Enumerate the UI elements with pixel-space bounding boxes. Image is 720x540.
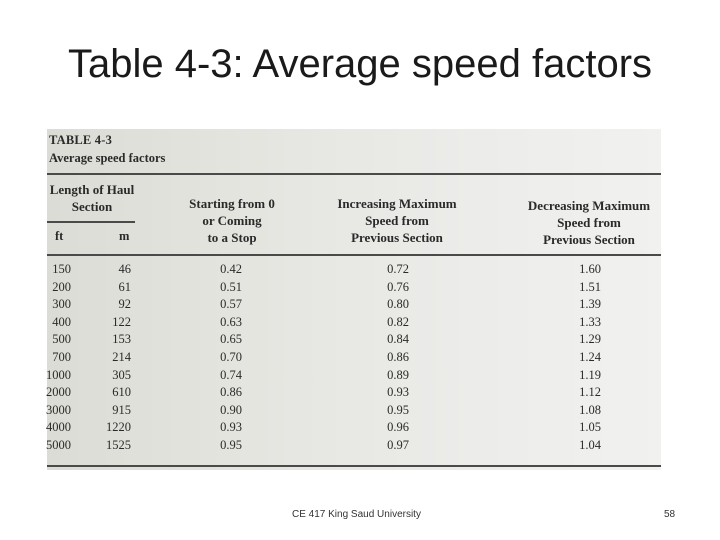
cell-m: 1525 bbox=[106, 438, 131, 452]
header-m: m bbox=[119, 229, 130, 243]
bottom-rule bbox=[47, 465, 661, 467]
cell-ft: 700 bbox=[52, 350, 71, 364]
cell-starting: 0.51 bbox=[220, 279, 242, 294]
cell-starting: 0.90 bbox=[220, 402, 242, 417]
cell-decreasing: 1.29 bbox=[579, 332, 601, 347]
header-starting: Starting from 0 or Coming to a Stop bbox=[172, 195, 292, 246]
cell-starting: 0.63 bbox=[220, 314, 242, 329]
cell-m: 305 bbox=[112, 367, 131, 382]
footer-text: CE 417 King Saud University bbox=[292, 509, 421, 520]
cell-m: 122 bbox=[112, 314, 131, 329]
cell-ft: 1000 bbox=[46, 367, 71, 382]
cell-increasing: 0.82 bbox=[387, 314, 409, 329]
header-length-of-haul: Length of Haul Section bbox=[47, 181, 137, 215]
header-increasing-line-2: Speed from bbox=[365, 213, 429, 228]
cell-m: 92 bbox=[118, 297, 132, 312]
cell-ft: 300 bbox=[52, 297, 71, 312]
header-decreasing: Decreasing Maximum Speed from Previous S… bbox=[509, 197, 669, 248]
cell-starting: 0.70 bbox=[220, 350, 242, 364]
cell-m: 153 bbox=[112, 332, 131, 347]
header-starting-line-2: or Coming bbox=[202, 213, 262, 228]
cell-decreasing: 1.05 bbox=[579, 420, 601, 435]
header-bottom-rule bbox=[47, 254, 661, 256]
cell-m: 214 bbox=[112, 350, 131, 364]
slide-title: Table 4-3: Average speed factors bbox=[67, 42, 653, 86]
cell-ft: 5000 bbox=[46, 438, 71, 452]
cell-m: 46 bbox=[118, 262, 132, 276]
header-starting-line-3: to a Stop bbox=[207, 230, 257, 245]
header-increasing-line-3: Previous Section bbox=[351, 230, 443, 245]
header-decreasing-line-3: Previous Section bbox=[543, 232, 635, 247]
cell-starting: 0.74 bbox=[220, 367, 242, 382]
cell-starting: 0.65 bbox=[220, 332, 242, 347]
cell-decreasing: 1.19 bbox=[579, 367, 601, 382]
cell-decreasing: 1.60 bbox=[579, 262, 601, 276]
cell-increasing: 0.93 bbox=[387, 385, 409, 400]
header-increasing-line-1: Increasing Maximum bbox=[337, 196, 457, 211]
cell-m: 61 bbox=[118, 279, 132, 294]
header-ft: ft bbox=[55, 229, 64, 243]
cell-decreasing: 1.08 bbox=[579, 402, 601, 417]
cell-m: 610 bbox=[112, 385, 131, 400]
cell-decreasing: 1.39 bbox=[579, 297, 601, 312]
cell-increasing: 0.72 bbox=[387, 262, 409, 276]
cell-increasing: 0.80 bbox=[387, 297, 409, 312]
cell-increasing: 0.84 bbox=[387, 332, 409, 347]
cell-decreasing: 1.04 bbox=[579, 438, 601, 452]
cell-increasing: 0.86 bbox=[387, 350, 409, 364]
cell-ft: 2000 bbox=[46, 385, 71, 400]
length-subheader-rule bbox=[47, 221, 135, 223]
cell-ft: 4000 bbox=[46, 420, 71, 435]
cell-increasing: 0.96 bbox=[387, 420, 409, 435]
header-decreasing-line-2: Speed from bbox=[557, 215, 621, 230]
cell-increasing: 0.76 bbox=[387, 279, 409, 294]
table-label: TABLE 4-3 bbox=[49, 133, 113, 147]
cell-decreasing: 1.12 bbox=[579, 385, 601, 400]
cell-decreasing: 1.24 bbox=[579, 350, 601, 364]
header-increasing: Increasing Maximum Speed from Previous S… bbox=[317, 195, 477, 246]
table-caption: Average speed factors bbox=[49, 151, 166, 165]
cell-increasing: 0.97 bbox=[387, 438, 409, 452]
cell-starting: 0.86 bbox=[220, 385, 242, 400]
cell-starting: 0.95 bbox=[220, 438, 242, 452]
cell-ft: 200 bbox=[52, 279, 71, 294]
cell-starting: 0.42 bbox=[220, 262, 242, 276]
header-decreasing-line-1: Decreasing Maximum bbox=[527, 198, 651, 213]
cell-decreasing: 1.51 bbox=[579, 279, 601, 294]
cell-ft: 150 bbox=[52, 262, 71, 276]
cell-starting: 0.57 bbox=[220, 297, 242, 312]
cell-ft: 3000 bbox=[46, 402, 71, 417]
scanned-table-image: TABLE 4-3 Average speed factors Length o… bbox=[46, 129, 661, 470]
page-number: 58 bbox=[664, 509, 676, 520]
cell-ft: 400 bbox=[52, 314, 71, 329]
header-length-line-1: Length of Haul bbox=[49, 182, 135, 197]
cell-starting: 0.93 bbox=[220, 420, 242, 435]
cell-m: 915 bbox=[112, 402, 131, 417]
header-length-line-2: Section bbox=[71, 199, 113, 214]
cell-decreasing: 1.33 bbox=[579, 314, 601, 329]
cell-ft: 500 bbox=[52, 332, 71, 347]
header-starting-line-1: Starting from 0 bbox=[189, 196, 275, 211]
cell-increasing: 0.89 bbox=[387, 367, 409, 382]
top-rule bbox=[47, 173, 661, 175]
cell-increasing: 0.95 bbox=[387, 402, 409, 417]
cell-m: 1220 bbox=[106, 420, 131, 435]
